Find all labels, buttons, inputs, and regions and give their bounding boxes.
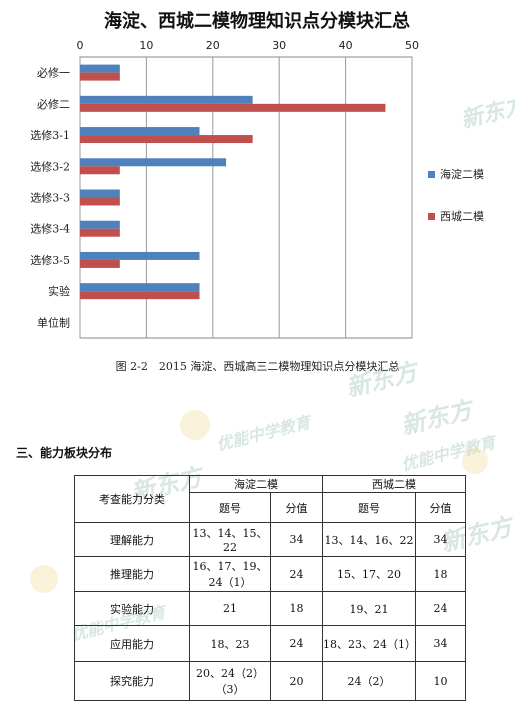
- table-row: 推理能力 16、17、19、24（1） 24 15、17、20 18: [74, 556, 466, 592]
- haidian-questions: 16、17、19、24（1）: [189, 556, 271, 592]
- watermark-text: 优能中学教育: [214, 412, 313, 455]
- subheader-haidian-score: 分值: [270, 492, 323, 523]
- haidian-score: 24: [270, 625, 323, 662]
- y-category-label: 选修3-4: [30, 222, 70, 236]
- bar-haidian: [80, 220, 120, 229]
- row-category: 探究能力: [74, 661, 190, 701]
- watermark-text: 优能中学教育: [399, 432, 498, 475]
- chart-title: 海淀、西城二模物理知识点分模块汇总: [104, 10, 410, 32]
- y-category-label: 选修3-1: [30, 128, 70, 142]
- y-category-label: 选修3-2: [30, 159, 70, 173]
- group-header-haidian: 海淀二模: [189, 475, 323, 493]
- xicheng-score: 24: [415, 591, 466, 626]
- haidian-score: 20: [270, 661, 323, 701]
- group-header-xicheng: 西城二模: [322, 475, 466, 493]
- subheader-haidian-question: 题号: [189, 492, 271, 523]
- haidian-questions: 13、14、15、22: [189, 522, 271, 557]
- table-header-row: 考查能力分类 海淀二模 西城二模: [74, 475, 466, 523]
- bar-xicheng: [80, 259, 120, 268]
- xicheng-questions: 15、17、20: [322, 556, 416, 592]
- xicheng-score: 18: [415, 556, 466, 592]
- table-row: 理解能力 13、14、15、22 34 13、14、16、22 34: [74, 522, 466, 557]
- section-title: 三、能力板块分布: [16, 446, 113, 460]
- subheader-xicheng-question: 题号: [322, 492, 416, 523]
- bar-haidian: [80, 64, 120, 73]
- row-category: 实验能力: [74, 591, 190, 626]
- table-subheader-row: 题号 分值 题号 分值: [75, 492, 466, 523]
- bar-xicheng: [80, 197, 120, 206]
- legend-swatch: [428, 171, 435, 178]
- bar-xicheng: [80, 135, 253, 144]
- y-category-label: 必修二: [37, 97, 70, 111]
- legend-label: 西城二模: [440, 210, 484, 223]
- bar-xicheng: [80, 72, 120, 81]
- subheader-xicheng-score: 分值: [415, 492, 466, 523]
- y-category-label: 单位制: [37, 315, 70, 329]
- haidian-questions: 21: [189, 591, 271, 626]
- ability-table: 考查能力分类 海淀二模 西城二模 题号 分值 题号 分值 理解能力 13、14、…: [74, 475, 466, 701]
- y-category-label: 选修3-5: [30, 253, 70, 267]
- bar-xicheng: [80, 166, 120, 175]
- bar-xicheng: [80, 291, 200, 300]
- bar-haidian: [80, 251, 200, 260]
- row-category: 应用能力: [74, 625, 190, 662]
- bar-haidian: [80, 127, 200, 136]
- haidian-score: 18: [270, 591, 323, 626]
- xicheng-questions: 24（2）: [322, 661, 416, 701]
- watermark-logo: 新东方: [398, 395, 475, 441]
- row-category: 理解能力: [74, 522, 190, 557]
- table-row: 应用能力 18、23 24 18、23、24（1） 34: [74, 625, 466, 662]
- table-row: 探究能力 20、24（2）（3） 20 24（2） 10: [74, 661, 466, 701]
- bar-haidian: [80, 283, 200, 292]
- x-tick-label: 20: [206, 39, 220, 52]
- xicheng-questions: 19、21: [322, 591, 416, 626]
- xicheng-questions: 18、23、24（1）: [322, 625, 416, 662]
- haidian-score: 34: [270, 522, 323, 557]
- table-row: 实验能力 21 18 19、21 24: [74, 591, 466, 626]
- bar-haidian: [80, 158, 227, 167]
- xicheng-questions: 13、14、16、22: [322, 522, 416, 557]
- y-category-label: 实验: [48, 284, 70, 298]
- haidian-questions: 20、24（2）（3）: [189, 661, 271, 701]
- watermark-seal: [30, 565, 58, 593]
- watermark-seal: [462, 448, 488, 474]
- x-tick-label: 0: [77, 39, 84, 52]
- haidian-questions: 18、23: [189, 625, 271, 662]
- haidian-score: 24: [270, 556, 323, 592]
- xicheng-score: 34: [415, 522, 466, 557]
- x-tick-label: 50: [405, 39, 419, 52]
- x-tick-label: 30: [272, 39, 286, 52]
- y-category-label: 必修一: [37, 66, 70, 80]
- y-category-label: 选修3-3: [30, 191, 70, 205]
- xicheng-score: 34: [415, 625, 466, 662]
- figure-caption: 图 2-2 2015 海淀、西城高三二模物理知识点分模块汇总: [115, 360, 400, 373]
- bar-haidian: [80, 189, 120, 198]
- bar-xicheng: [80, 103, 386, 112]
- xicheng-score: 10: [415, 661, 466, 701]
- bar-haidian: [80, 95, 253, 104]
- x-tick-label: 10: [139, 39, 153, 52]
- category-header: 考查能力分类: [74, 475, 190, 523]
- row-category: 推理能力: [74, 556, 190, 592]
- bar-xicheng: [80, 228, 120, 237]
- watermark-seal: [180, 410, 210, 440]
- legend-swatch: [428, 213, 435, 220]
- legend-label: 海淀二模: [440, 167, 484, 181]
- x-tick-label: 40: [339, 39, 353, 52]
